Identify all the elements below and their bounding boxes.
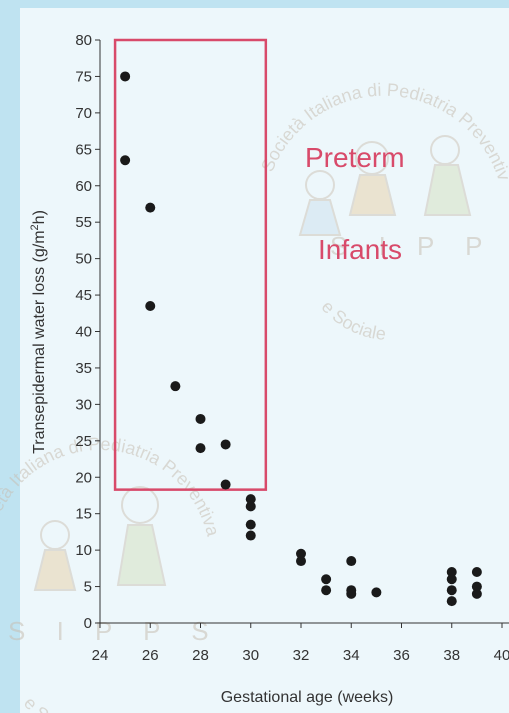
- preterm-label: Preterm: [305, 142, 405, 173]
- data-point: [371, 587, 382, 598]
- data-point: [170, 381, 181, 392]
- y-tick-label: 20: [75, 469, 92, 486]
- y-tick-label: 60: [75, 178, 92, 195]
- data-point: [120, 155, 131, 166]
- y-tick-label: 0: [84, 615, 92, 632]
- data-point: [120, 71, 131, 82]
- data-point: [195, 413, 206, 424]
- y-tick-label: 35: [75, 360, 92, 377]
- data-point: [446, 596, 457, 607]
- x-axis-label: Gestational age (weeks): [221, 689, 394, 706]
- data-point: [145, 202, 156, 213]
- data-point: [245, 519, 256, 530]
- y-tick-label: 25: [75, 433, 92, 450]
- watermark-initials-lower: S I P P S: [8, 616, 221, 646]
- data-point: [245, 494, 256, 505]
- y-tick-label: 5: [84, 579, 92, 596]
- watermark-children-icon-lower: [33, 486, 167, 591]
- preterm-highlight-box: [113, 38, 268, 491]
- infants-label: Infants: [318, 234, 402, 265]
- data-point: [471, 588, 482, 599]
- y-tick-label: 70: [75, 105, 92, 122]
- data-point: [446, 585, 457, 596]
- data-point: [446, 574, 457, 585]
- watermark-children-icon: [298, 135, 472, 236]
- data-point: [321, 574, 332, 585]
- x-ticks: 24 26 28 30 32 34 36 38 40: [92, 623, 509, 664]
- y-ticks: 0 5 10 15 20 25 30 35 40 45 50 55 60 65 70 75 80: [75, 32, 100, 632]
- data-point: [245, 530, 256, 541]
- watermark-arc-bottom: e Sociale: [318, 297, 387, 344]
- y-tick-label: 65: [75, 141, 92, 158]
- data-point: [296, 556, 306, 567]
- x-tick-label: 24: [92, 647, 109, 664]
- watermark-initials: S I P P S: [330, 231, 509, 261]
- y-tick-label: 55: [75, 214, 92, 231]
- data-point: [471, 566, 482, 577]
- data-points: [120, 71, 482, 607]
- x-tick-label: 40: [494, 647, 509, 664]
- x-tick-label: 32: [293, 647, 310, 664]
- data-point: [471, 581, 482, 592]
- data-point: [321, 585, 332, 596]
- x-tick-label: 36: [393, 647, 410, 664]
- data-point: [346, 556, 357, 567]
- data-point: [195, 443, 206, 454]
- x-tick-label: 26: [142, 647, 159, 664]
- y-tick-label: 15: [75, 506, 92, 523]
- y-tick-label: 50: [75, 251, 92, 268]
- y-axis-label-sup: 2: [29, 224, 41, 230]
- y-tick-label: 10: [75, 542, 92, 559]
- top-band: [0, 0, 509, 8]
- y-tick-label: 80: [75, 32, 92, 49]
- x-tick-label: 38: [443, 647, 460, 664]
- data-point: [245, 501, 256, 512]
- y-axis-label: Transepidermal water loss (g/m2h): [29, 210, 48, 454]
- x-tick-label: 34: [343, 647, 360, 664]
- y-axis-label-main: Transepidermal water loss (g/m: [31, 230, 48, 453]
- watermark-arc-bottom-lower: e Sociale: [20, 693, 89, 713]
- data-point: [220, 439, 231, 450]
- y-axis-label-end: h): [31, 210, 48, 224]
- chart-panel: [20, 8, 509, 713]
- y-tick-label: 75: [75, 68, 92, 85]
- data-point: [446, 566, 457, 577]
- data-point: [346, 588, 357, 599]
- y-tick-label: 45: [75, 287, 92, 304]
- data-point: [145, 300, 156, 311]
- x-tick-label: 28: [192, 647, 209, 664]
- x-tick-label: 30: [242, 647, 259, 664]
- data-point: [296, 548, 306, 559]
- y-tick-label: 40: [75, 324, 92, 341]
- data-point: [220, 479, 231, 490]
- y-tick-label: 30: [75, 396, 92, 413]
- left-band: [0, 0, 20, 713]
